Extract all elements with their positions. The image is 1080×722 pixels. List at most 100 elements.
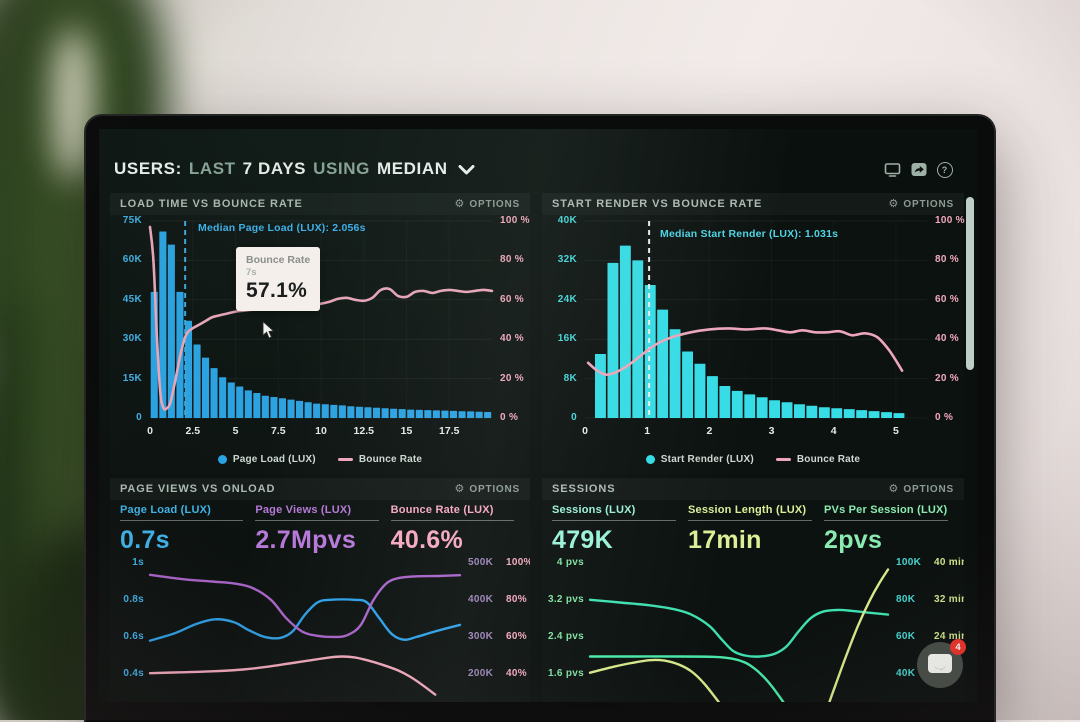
median-line-label: Median Page Load (LUX): 2.056s — [198, 222, 366, 234]
chart-canvas — [588, 568, 890, 702]
display-icon[interactable] — [884, 161, 901, 178]
panel-page-views: PAGE VIEWS VS ONLOAD ⚙ OPTIONS Page Load… — [110, 478, 530, 702]
axis-tick: 20 % — [500, 372, 524, 384]
chart-canvas — [148, 220, 494, 419]
panel-header: START RENDER VS BOUNCE RATE ⚙ OPTIONS — [542, 193, 964, 215]
axis-tick: 24 min — [934, 630, 964, 642]
axis-tick: 20 % — [935, 372, 959, 384]
axis-tick: 40% — [506, 668, 527, 680]
axis-tick: 40 % — [935, 333, 959, 345]
axis-tick: 5 — [892, 425, 899, 437]
axis-tick: 0 — [136, 412, 142, 423]
legend-item-start-render[interactable]: Start Render (LUX) — [645, 454, 754, 465]
axis-tick: 0 % — [500, 412, 519, 423]
load-time-chart[interactable]: Median Page Load (LUX): 2.056s Bounce Ra… — [110, 215, 530, 474]
axis-tick: 100 % — [935, 215, 965, 226]
median-line-label: Median Start Render (LUX): 1.031s — [660, 228, 839, 240]
share-icon[interactable] — [910, 161, 927, 178]
gear-icon: ⚙ — [888, 482, 899, 495]
axis-tick: 45K — [122, 293, 142, 305]
legend: Start Render (LUX) Bounce Rate — [542, 454, 964, 465]
panel-load-time: LOAD TIME VS BOUNCE RATE ⚙ OPTIONS Media… — [110, 193, 530, 474]
chat-badge: 4 — [950, 639, 966, 655]
axis-tick: 0 % — [935, 412, 954, 423]
legend-item-bounce-rate[interactable]: Bounce Rate — [775, 454, 860, 465]
axis-tick: 60% — [506, 630, 527, 642]
panel-header: PAGE VIEWS VS ONLOAD ⚙ OPTIONS — [110, 478, 530, 500]
start-render-chart[interactable]: Median Start Render (LUX): 1.031s Start … — [542, 215, 965, 474]
options-button[interactable]: ⚙ OPTIONS — [888, 482, 954, 495]
axis-tick: 400K — [468, 593, 494, 605]
axis-tick: 0 — [582, 425, 588, 437]
axis-tick: 60 % — [935, 293, 959, 305]
gear-icon: ⚙ — [454, 482, 465, 495]
axis-tick: 1.6 pvs — [547, 668, 584, 680]
axis-tick: 80K — [896, 593, 916, 605]
options-button[interactable]: ⚙ OPTIONS — [888, 197, 954, 210]
legend-item-page-load[interactable]: Page Load (LUX) — [217, 454, 316, 465]
axis-tick: 7.5 — [270, 425, 286, 437]
users-filter-dropdown[interactable]: USERS: LAST 7 DAYS USING MEDIAN — [114, 159, 475, 179]
axis-tick: 4 — [830, 425, 837, 437]
header-using: USING — [313, 159, 370, 178]
chart-canvas — [585, 220, 927, 419]
axis-tick: 1 — [644, 425, 651, 437]
help-icon[interactable]: ? — [936, 161, 953, 178]
series-dot — [217, 455, 227, 464]
axis-tick: 16K — [557, 333, 577, 345]
axis-tick: 40 % — [500, 333, 524, 345]
axis-tick: 0 — [571, 412, 577, 423]
dashboard-screen: USERS: LAST 7 DAYS USING MEDIAN — [99, 129, 977, 702]
axis-tick: 5 — [232, 425, 239, 437]
axis-tick: 15K — [122, 372, 142, 384]
metric-bounce-rate: Bounce Rate (LUX) 40.6% — [390, 504, 514, 555]
legend-item-bounce-rate[interactable]: Bounce Rate — [337, 454, 422, 465]
axis-tick: 24K — [557, 293, 577, 305]
metrics-row: Sessions (LUX) 479K Session Length (LUX)… — [552, 504, 960, 555]
panel-title: PAGE VIEWS VS ONLOAD — [120, 483, 276, 495]
panel-title: START RENDER VS BOUNCE RATE — [552, 198, 763, 210]
panel-title: SESSIONS — [552, 483, 616, 495]
axis-tick: 3 — [768, 425, 775, 437]
chart-canvas — [148, 573, 462, 696]
tooltip: Bounce Rate 7s 57.1% — [236, 247, 321, 311]
axis-tick: 100K — [896, 556, 922, 568]
pageviews-chart[interactable]: 1s 500K 100% 0.8s 400K 80% 0.6s 300K 60% 0.4s 200K… — [110, 553, 530, 702]
series-line — [337, 458, 353, 461]
metric-page-load: Page Load (LUX) 0.7s — [120, 504, 244, 555]
axis-tick: 60K — [896, 630, 916, 642]
metric-session-length: Session Length (LUX) 17min — [688, 504, 812, 555]
axis-tick: 4 pvs — [556, 556, 584, 568]
chevron-down-icon — [458, 165, 475, 175]
gear-icon: ⚙ — [888, 197, 899, 210]
axis-tick: 2.4 pvs — [547, 630, 584, 642]
axis-tick: 40K — [896, 668, 916, 680]
axis-tick: 12.5 — [353, 425, 374, 437]
axis-tick: 8K — [563, 372, 577, 384]
sessions-chart[interactable]: 4 pvs 100K 40 min 3.2 pvs 80K 32 min 2.4 pvs 60… — [542, 553, 964, 702]
header-days: 7 DAYS — [242, 159, 307, 178]
axis-tick: 1s — [132, 556, 144, 568]
metric-page-views: Page Views (LUX) 2.7Mpvs — [255, 504, 379, 555]
chat-button[interactable]: 4 — [917, 639, 966, 688]
axis-tick: 10 — [315, 425, 327, 437]
axis-tick: 2.5 — [185, 425, 201, 437]
axis-tick: 80% — [506, 593, 527, 605]
help-glyph: ? — [936, 161, 953, 178]
chat-smile — [934, 664, 946, 670]
header-median: MEDIAN — [376, 159, 448, 178]
axis-tick: 40K — [557, 215, 577, 226]
axis-tick: 75K — [122, 215, 142, 226]
axis-tick: 0.8s — [123, 593, 144, 605]
scrollbar[interactable] — [966, 197, 974, 370]
header-last: LAST — [188, 159, 236, 178]
options-button[interactable]: ⚙ OPTIONS — [454, 197, 520, 210]
axis-tick: 2 — [706, 425, 713, 437]
cursor-icon — [262, 321, 275, 339]
toolbar: ? — [884, 161, 953, 178]
series-dot — [645, 455, 655, 464]
options-button[interactable]: ⚙ OPTIONS — [454, 482, 520, 495]
axis-tick: 100 % — [500, 215, 530, 226]
axis-tick: 32 min — [934, 593, 964, 605]
panel-header: LOAD TIME VS BOUNCE RATE ⚙ OPTIONS — [110, 193, 530, 215]
